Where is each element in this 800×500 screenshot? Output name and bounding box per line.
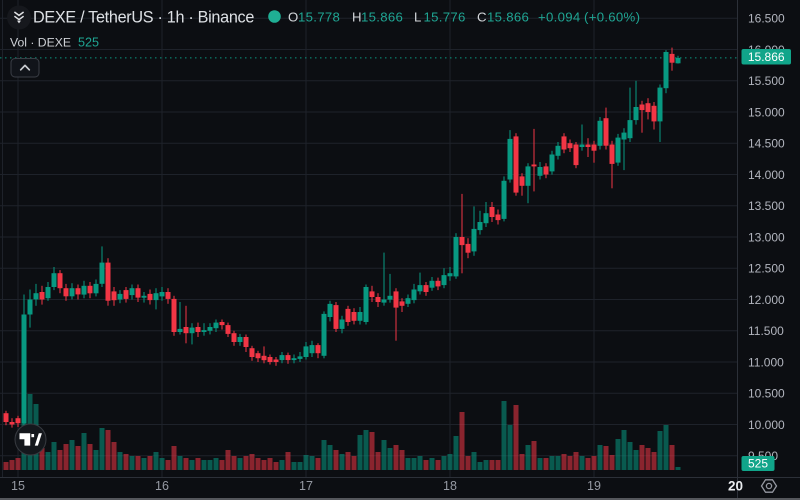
svg-text:10.000: 10.000 <box>748 418 785 432</box>
svg-text:11.000: 11.000 <box>748 355 784 369</box>
svg-text:15.778: 15.778 <box>298 10 340 25</box>
svg-text:11.500: 11.500 <box>748 324 784 338</box>
svg-text:14.500: 14.500 <box>748 137 785 151</box>
svg-text:15.500: 15.500 <box>748 74 785 88</box>
svg-text:H: H <box>352 10 362 25</box>
svg-text:525: 525 <box>78 36 99 50</box>
svg-text:18: 18 <box>443 479 457 493</box>
svg-text:15.866: 15.866 <box>487 10 529 25</box>
svg-text:13.500: 13.500 <box>748 199 785 213</box>
svg-text:O: O <box>288 10 298 25</box>
svg-text:DEXE / TetherUS · 1h · Binance: DEXE / TetherUS · 1h · Binance <box>33 9 254 27</box>
svg-text:15: 15 <box>11 479 25 493</box>
svg-text:14.000: 14.000 <box>748 168 785 182</box>
svg-text:+0.094: +0.094 <box>538 10 581 25</box>
svg-text:10.500: 10.500 <box>748 387 785 401</box>
svg-text:20: 20 <box>728 479 743 494</box>
svg-text:12.500: 12.500 <box>748 262 785 276</box>
svg-text:17: 17 <box>299 479 313 493</box>
svg-text:L: L <box>414 10 421 25</box>
svg-text:(+0.60%): (+0.60%) <box>584 10 640 25</box>
svg-text:13.000: 13.000 <box>748 230 785 244</box>
svg-text:15.866: 15.866 <box>361 10 403 25</box>
svg-text:16.500: 16.500 <box>748 12 785 26</box>
svg-text:15.776: 15.776 <box>424 10 466 25</box>
svg-text:15.000: 15.000 <box>748 105 785 119</box>
svg-text:Vol · DEXE: Vol · DEXE <box>10 36 71 50</box>
svg-text:19: 19 <box>587 479 601 493</box>
svg-text:C: C <box>477 10 487 25</box>
svg-text:16: 16 <box>155 479 169 493</box>
svg-text:525: 525 <box>748 457 768 471</box>
svg-text:12.000: 12.000 <box>748 293 785 307</box>
svg-text:15.866: 15.866 <box>748 50 785 64</box>
